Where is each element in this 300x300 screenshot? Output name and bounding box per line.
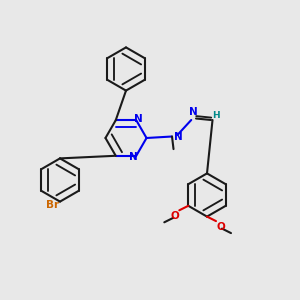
Text: O: O xyxy=(216,222,225,232)
Text: N: N xyxy=(173,131,182,142)
Text: N: N xyxy=(189,107,197,117)
Text: H: H xyxy=(212,111,220,120)
Text: O: O xyxy=(170,211,179,221)
Text: N: N xyxy=(134,114,143,124)
Text: N: N xyxy=(130,152,138,162)
Text: Br: Br xyxy=(46,200,59,210)
